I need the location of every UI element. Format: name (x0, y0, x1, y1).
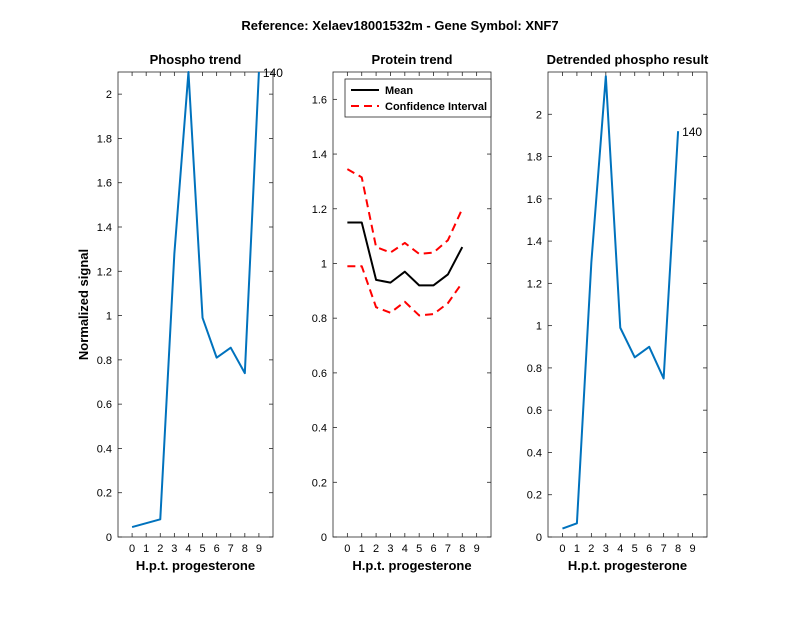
series-line-confidence-interval (347, 265, 464, 317)
x-tick-label: 1 (143, 543, 149, 555)
y-tick-label: 0.6 (312, 368, 327, 380)
x-tick-label: 9 (474, 543, 480, 555)
point-annotation: 140 (263, 66, 283, 80)
x-tick-label: 5 (632, 543, 638, 555)
y-tick-label: 1.6 (312, 94, 327, 106)
y-tick-label: 0.8 (97, 355, 112, 367)
x-tick-label: 6 (214, 543, 220, 555)
y-tick-label: 0.8 (312, 313, 327, 325)
x-tick-label: 0 (559, 543, 565, 555)
y-tick-label: 0 (106, 532, 112, 544)
x-tick-label: 7 (661, 543, 667, 555)
x-tick-label: 9 (689, 543, 695, 555)
x-tick-label: 0 (344, 543, 350, 555)
series-line-detrended (562, 75, 680, 530)
x-tick-label: 6 (430, 543, 436, 555)
x-tick-label: 2 (373, 543, 379, 555)
y-tick-label: 1.8 (97, 133, 112, 145)
y-tick-label: 0.6 (527, 405, 542, 417)
x-tick-label: 2 (588, 543, 594, 555)
y-tick-label: 2 (106, 89, 112, 101)
x-tick-label: 3 (171, 543, 177, 555)
x-axis-label: H.p.t. progesterone (136, 558, 255, 573)
figure-title: Reference: Xelaev18001532m - Gene Symbol… (241, 18, 558, 33)
y-axis-label: Normalized signal (76, 249, 91, 360)
y-tick-label: 1.6 (97, 178, 112, 190)
y-tick-label: 1.4 (527, 236, 542, 248)
y-tick-label: 0.8 (527, 363, 542, 375)
axes-box (332, 71, 492, 538)
y-tick-label: 1.2 (312, 204, 327, 216)
x-tick-label: 2 (157, 543, 163, 555)
series-line-confidence-interval (346, 168, 464, 255)
legend-label: Mean (385, 85, 413, 97)
y-tick-label: 0.4 (312, 423, 327, 435)
y-tick-label: 0.2 (312, 477, 327, 489)
chart-title: Protein trend (372, 52, 453, 67)
y-tick-label: 1 (106, 311, 112, 323)
y-tick-label: 1.8 (527, 152, 542, 164)
x-tick-label: 8 (459, 543, 465, 555)
y-tick-label: 1 (536, 321, 542, 333)
x-tick-label: 7 (228, 543, 234, 555)
series-line-mean (347, 221, 464, 287)
y-tick-label: 1.4 (97, 222, 112, 234)
x-tick-label: 0 (129, 543, 135, 555)
x-tick-label: 5 (416, 543, 422, 555)
x-tick-label: 6 (646, 543, 652, 555)
x-axis-label: H.p.t. progesterone (568, 558, 687, 573)
x-tick-label: 8 (242, 543, 248, 555)
x-tick-label: 8 (675, 543, 681, 555)
legend-box (344, 78, 492, 118)
chart-title: Phospho trend (150, 52, 242, 67)
y-tick-label: 2 (536, 109, 542, 121)
x-tick-label: 4 (185, 543, 191, 555)
chart-title: Detrended phospho result (547, 52, 709, 67)
axes-box (117, 71, 274, 538)
y-tick-label: 1.2 (527, 278, 542, 290)
y-tick-label: 1.6 (527, 194, 542, 206)
y-tick-label: 1.4 (312, 149, 327, 161)
x-tick-label: 4 (402, 543, 408, 555)
x-axis-label: H.p.t. progesterone (352, 558, 471, 573)
y-tick-label: 0 (536, 532, 542, 544)
x-tick-label: 9 (256, 543, 262, 555)
y-tick-label: 1.2 (97, 266, 112, 278)
y-tick-label: 0.2 (97, 488, 112, 500)
y-tick-label: 0.4 (97, 443, 112, 455)
point-annotation: 140 (682, 125, 702, 139)
x-tick-label: 1 (359, 543, 365, 555)
x-tick-label: 4 (617, 543, 623, 555)
series-line-phospho (131, 71, 260, 528)
axes-box (547, 71, 708, 538)
y-tick-label: 0.6 (97, 399, 112, 411)
y-tick-label: 0.2 (527, 490, 542, 502)
x-tick-label: 5 (199, 543, 205, 555)
x-tick-label: 7 (445, 543, 451, 555)
y-tick-label: 0.4 (527, 447, 542, 459)
x-tick-label: 3 (603, 543, 609, 555)
x-tick-label: 1 (574, 543, 580, 555)
y-tick-label: 1 (321, 258, 327, 270)
x-tick-label: 3 (387, 543, 393, 555)
legend: Mean Confidence Interval (344, 78, 492, 118)
y-tick-label: 0 (321, 532, 327, 544)
legend-label: Confidence Interval (385, 101, 487, 113)
